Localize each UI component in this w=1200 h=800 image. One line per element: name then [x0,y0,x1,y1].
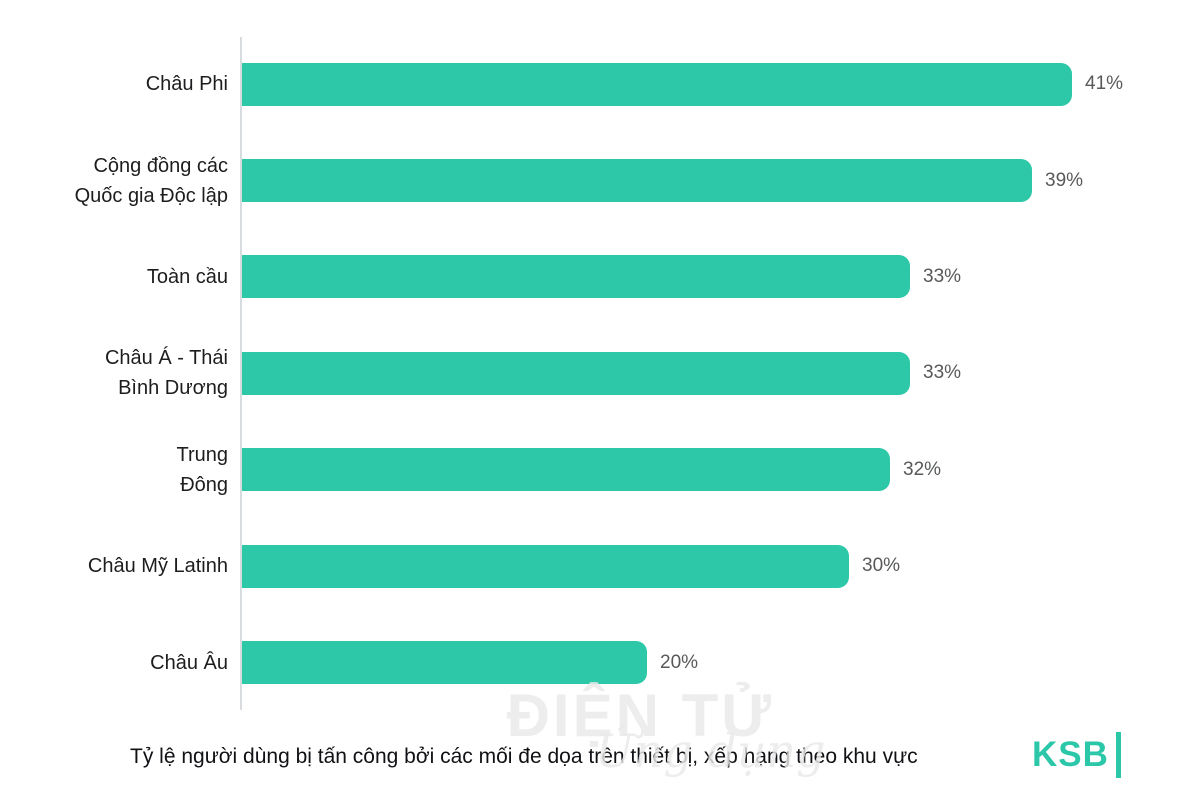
category-label: Toàn cầu [146,265,228,288]
chart-row: Châu Âu 20% [0,614,1200,710]
category-label: Châu Mỹ Latinh [87,555,228,578]
bar [242,448,890,492]
category-label: Châu Âu [150,651,228,674]
bar-zone: 33% [242,255,962,299]
ksb-logo-bar-icon [1115,732,1121,778]
bar-zone: 39% [242,159,1084,203]
category-label: Cộng đồng các Quốc gia Độc lập [74,154,228,207]
chart-row: Toàn cầu 33% [0,229,1200,325]
bar [242,351,910,395]
bar [242,641,647,685]
value-label: 32% [903,458,942,480]
category-label: Châu Phi [145,73,228,96]
category-label: Trung Đông [176,443,228,496]
value-label: 41% [1085,73,1124,95]
bar-zone: 20% [242,641,699,685]
chart-row: Châu Mỹ Latinh 30% [0,518,1200,614]
chart-row: Cộng đồng các Quốc gia Độc lập 39% [0,132,1200,228]
value-label: 30% [862,555,901,577]
category-label: Châu Á - Thái Bình Dương [104,347,228,400]
footer: Tỷ lệ người dùng bị tấn công bởi các mối… [0,732,1200,787]
ksb-logo-text: KSB [1032,735,1109,774]
bar-rows: Châu Phi 41% Cộng đồng các Quốc gia Độc lậ… [0,36,1200,711]
bar [242,255,910,299]
bar [242,544,849,588]
bar [242,159,1032,203]
y-axis-line [240,37,242,710]
chart-caption: Tỷ lệ người dùng bị tấn công bởi các mối… [130,745,918,768]
value-label: 20% [660,651,699,673]
bar-zone: 41% [242,62,1124,106]
chart-row: Châu Phi 41% [0,36,1200,132]
value-label: 33% [923,362,962,384]
bar-zone: 33% [242,351,962,395]
chart-row: Trung Đông 32% [0,422,1200,518]
ksb-logo: KSB [1032,732,1121,778]
bar-zone: 32% [242,448,942,492]
bar [242,62,1072,106]
bar-zone: 30% [242,544,901,588]
value-label: 33% [923,265,962,287]
value-label: 39% [1045,169,1084,191]
chart-row: Châu Á - Thái Bình Dương 33% [0,325,1200,421]
